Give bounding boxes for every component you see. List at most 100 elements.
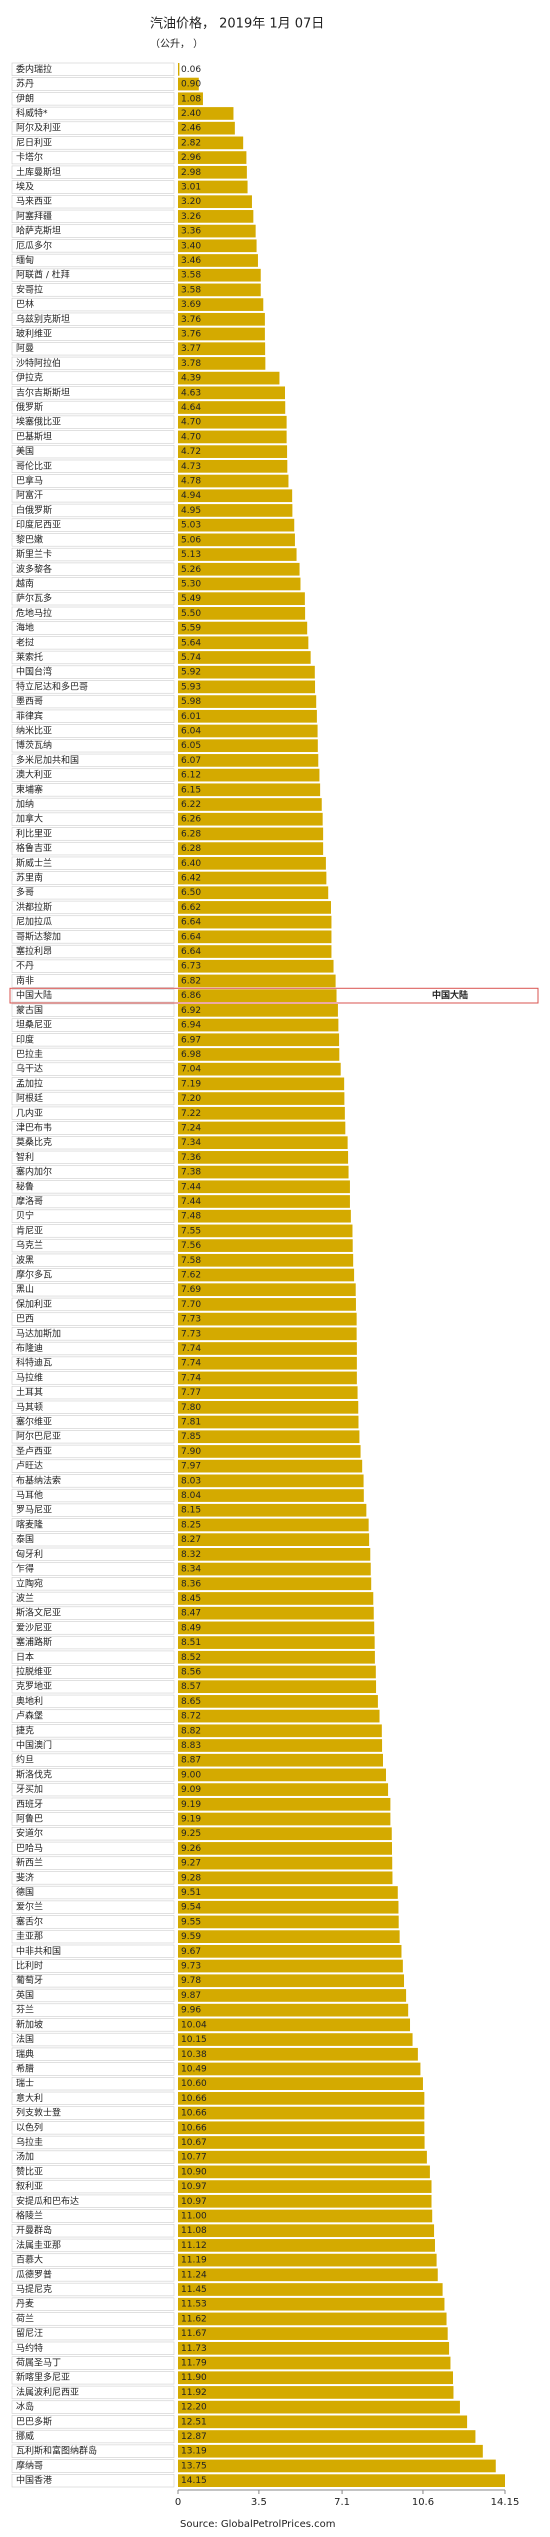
- bar: [178, 1959, 403, 1973]
- value-label: 9.19: [181, 1815, 201, 1825]
- bar: [178, 1092, 345, 1105]
- label-box: [11, 2106, 175, 2120]
- value-label: 7.62: [181, 1271, 201, 1281]
- value-label: 8.47: [181, 1609, 201, 1619]
- value-label: 9.67: [181, 1947, 201, 1957]
- category-label: 厄瓜多尔: [16, 239, 52, 251]
- highlight-box: [9, 987, 539, 1004]
- category-label: 冰岛: [16, 2401, 34, 2413]
- bar: [178, 901, 331, 914]
- bar: [178, 1018, 339, 1032]
- category-label: 塞浦路斯: [16, 1636, 52, 1648]
- category-label: 老挝: [16, 636, 34, 648]
- category-label: 科特迪瓦: [16, 1357, 52, 1369]
- bar: [178, 827, 324, 841]
- bar: [178, 1856, 393, 1870]
- value-label: 10.66: [181, 2109, 207, 2119]
- category-label: 阿联酋 / 杜拜: [16, 269, 70, 281]
- bar: [178, 636, 309, 650]
- bar: [178, 1533, 370, 1547]
- value-label: 6.73: [181, 962, 201, 972]
- category-label: 荷兰: [16, 2312, 34, 2324]
- value-label: 11.12: [181, 2241, 207, 2251]
- label-box: [11, 2209, 175, 2223]
- bar: [178, 1709, 380, 1723]
- bar: [178, 489, 293, 503]
- category-label: 苏里南: [16, 872, 43, 884]
- category-label: 越南: [16, 577, 34, 589]
- value-label: 4.63: [181, 388, 201, 398]
- label-box: [11, 1238, 175, 1253]
- value-label: 3.76: [181, 315, 201, 325]
- source: Source: GlobalPetrolPrices.com: [180, 2519, 335, 2530]
- label-box: [11, 1150, 175, 1165]
- category-label: 多米尼加共和国: [16, 754, 79, 766]
- bar: [178, 1106, 345, 1120]
- label-box: [11, 195, 175, 209]
- bar: [178, 77, 199, 91]
- category-label: 新西兰: [16, 1857, 43, 1869]
- bar: [178, 92, 203, 106]
- bar: [178, 1400, 359, 1414]
- category-label: 白俄罗斯: [16, 504, 52, 516]
- value-label: 4.94: [181, 491, 201, 501]
- value-label: 8.87: [181, 1756, 201, 1766]
- bar: [178, 1753, 383, 1767]
- value-label: 0.90: [181, 80, 201, 90]
- bar: [178, 445, 288, 458]
- category-label: 意大利: [16, 2092, 43, 2104]
- bar: [178, 1680, 377, 1694]
- value-label: 7.70: [181, 1300, 201, 1310]
- value-label: 3.26: [181, 212, 201, 222]
- label-box: [11, 1385, 175, 1400]
- category-label: 比利时: [16, 1960, 43, 1972]
- category-label: 俄罗斯: [16, 401, 43, 413]
- label-box: [11, 724, 175, 738]
- label-box: [11, 77, 175, 91]
- value-label: 7.69: [181, 1285, 201, 1295]
- value-label: 8.15: [181, 1506, 201, 1516]
- category-label: 坦桑尼亚: [16, 1020, 52, 1031]
- bar: [178, 1974, 405, 1988]
- label-box: [11, 2326, 175, 2341]
- bar: [178, 871, 327, 885]
- bar: [178, 1077, 345, 1091]
- value-label: 9.55: [181, 1917, 201, 1927]
- value-label: 7.77: [181, 1388, 201, 1398]
- category-label: 伊拉克: [16, 372, 43, 384]
- category-label: 立陶宛: [16, 1577, 43, 1589]
- bar: [178, 1283, 356, 1297]
- category-label: 马耳他: [16, 1489, 43, 1501]
- label-box: [11, 2371, 175, 2385]
- bar: [178, 1048, 340, 1061]
- bar: [178, 724, 318, 738]
- bar: [178, 886, 329, 900]
- value-label: 9.51: [181, 1888, 201, 1898]
- bar: [178, 1121, 346, 1135]
- label-box: [11, 606, 175, 621]
- category-label: 萨尔瓦多: [16, 592, 52, 604]
- value-label: 6.28: [181, 844, 201, 854]
- label-box: [11, 915, 175, 929]
- category-label: 马来西亚: [16, 196, 52, 207]
- bar: [178, 651, 311, 664]
- value-label: 7.85: [181, 1432, 201, 1442]
- category-label: 摩尔多瓦: [16, 1269, 52, 1281]
- bar: [178, 607, 306, 620]
- label-box: [11, 2224, 175, 2238]
- category-label: 叙利亚: [16, 2180, 43, 2192]
- value-label: 6.22: [181, 800, 201, 810]
- category-label: 新加坡: [16, 2018, 43, 2030]
- value-label: 3.46: [181, 256, 201, 266]
- bar: [178, 1356, 357, 1370]
- category-label: 布隆迪: [16, 1342, 43, 1354]
- value-label: 9.96: [181, 2006, 201, 2016]
- value-label: 4.70: [181, 432, 201, 442]
- label-box: [11, 709, 175, 723]
- label-box: [11, 1562, 175, 1576]
- bar: [178, 2121, 425, 2135]
- value-label: 11.67: [181, 2329, 207, 2339]
- category-label: 波兰: [16, 1592, 34, 1604]
- bar: [178, 2415, 468, 2429]
- category-label: 洪都拉斯: [16, 901, 52, 913]
